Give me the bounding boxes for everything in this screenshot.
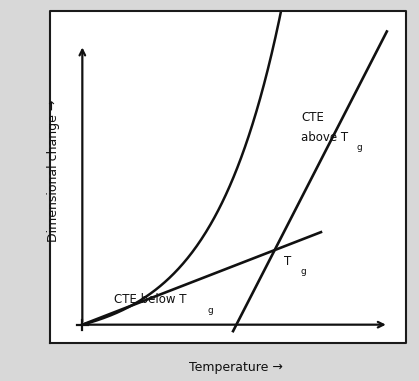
Text: g: g [300, 267, 306, 276]
Text: CTE below T: CTE below T [114, 293, 187, 306]
Text: Dimensional change →: Dimensional change → [47, 99, 59, 242]
Text: T: T [284, 255, 291, 268]
Text: Temperature →: Temperature → [189, 361, 282, 374]
Text: g: g [208, 306, 213, 315]
Text: above T: above T [301, 131, 349, 144]
Text: g: g [357, 143, 362, 152]
Text: CTE: CTE [301, 111, 324, 124]
